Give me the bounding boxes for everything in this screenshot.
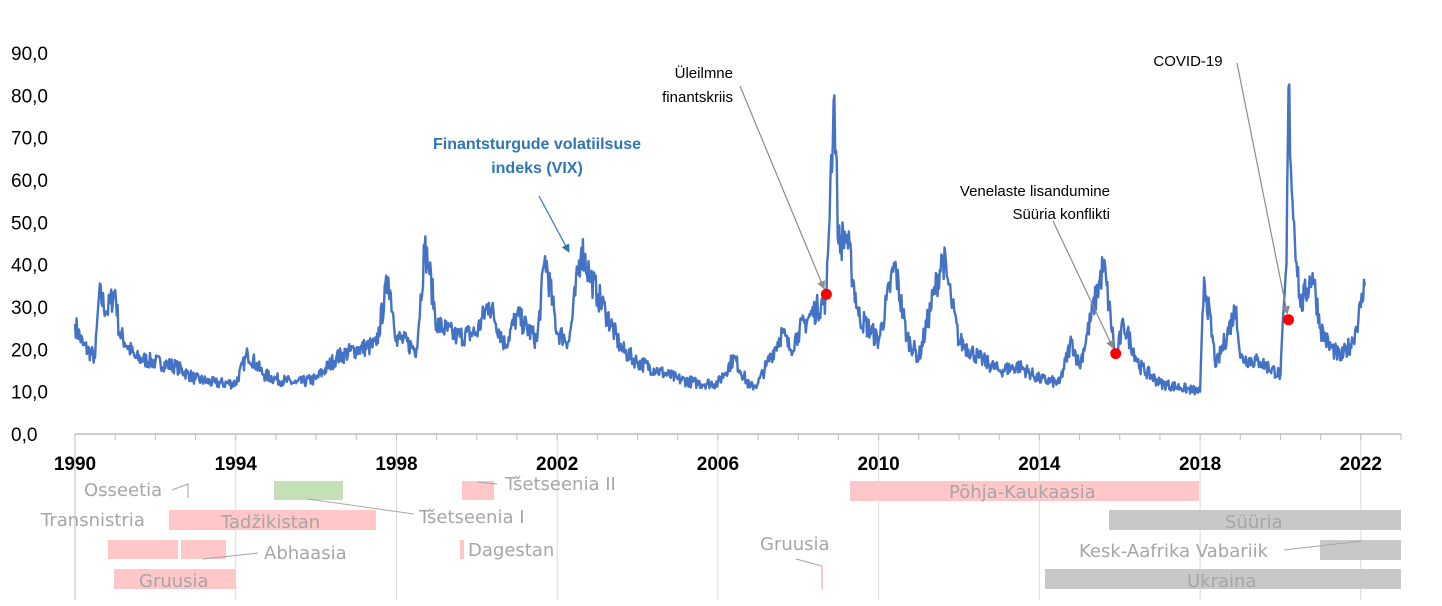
series-line-vix: [73, 83, 1366, 396]
conflict-bar-ukraina: [1045, 569, 1401, 589]
annotation-finantskriis-line-2: finantskriis: [662, 89, 733, 106]
annotation-syyria-line-1: Venelaste lisandumine: [960, 183, 1110, 200]
x-tick-labels: 1990 1994 1998 2002 2006 2010 2014 2018 2022: [54, 454, 1382, 475]
conflict-bars: [108, 481, 1401, 589]
y-tick-label: 40,0: [11, 256, 48, 277]
leader-tshetseenia-i: [307, 498, 415, 515]
conflict-bar-dagestan: [460, 540, 464, 559]
conflict-label-dagestan: Dagestan: [468, 540, 554, 561]
y-tick-label: 20,0: [11, 340, 48, 361]
conflict-bar-pohja-kaukaasia: [850, 481, 1199, 501]
x-tick-label: 2006: [697, 454, 739, 475]
event-markers: [820, 288, 1294, 360]
x-tick-label: 2018: [1179, 454, 1221, 475]
y-tick-label: 80,0: [11, 86, 48, 107]
leader-kesk-aafrika: [1283, 540, 1363, 551]
y-tick-label: 90,0: [11, 44, 48, 65]
conflict-label-ukraina: Ukraina: [1187, 571, 1256, 592]
conflict-leader-lines: [171, 481, 1363, 567]
conflict-bar-abhaasia-b: [181, 540, 226, 559]
conflict-label-kesk-aafrika: Kesk-Aafrika Vabariik: [1079, 541, 1269, 562]
x-tick-label: 2002: [536, 454, 578, 475]
arrow-event: [1052, 220, 1114, 349]
arrow-series-title: [538, 195, 570, 253]
conflict-label-gruusia-1: Gruusia: [139, 571, 209, 592]
conflict-bar-gruusia-1: [114, 569, 236, 589]
conflict-label-abhaasia: Abhaasia: [264, 543, 347, 564]
conflict-label-osseetia: Osseetia: [84, 480, 162, 501]
conflict-bar-syyria: [1109, 510, 1401, 530]
axes: [74, 433, 1402, 600]
series-title-line-2: indeks (VIX): [491, 160, 583, 177]
x-tick-label: 2014: [1018, 454, 1061, 475]
conflict-bar-abhaasia-a: [108, 540, 178, 559]
x-tick-label: 2010: [857, 454, 899, 475]
annotation-covid: COVID-19: [1153, 53, 1222, 70]
conflict-label-transnistria: Transnistria: [40, 510, 145, 531]
annotation-arrows: [538, 62, 1290, 349]
conflict-bar-tadzhikistan: [169, 510, 376, 530]
arrow-event: [739, 85, 826, 290]
y-tick-label: 60,0: [11, 171, 48, 192]
conflict-bar-tshetseenia-ii: [462, 481, 494, 500]
event-marker: [1110, 348, 1122, 360]
event-marker: [820, 288, 832, 300]
leader-abhaasia: [202, 552, 259, 560]
leader-tshetseenia-ii: [477, 481, 498, 485]
x-tick-label: 1998: [375, 454, 417, 475]
y-tick-label: 70,0: [11, 129, 48, 150]
y-tick-label: 30,0: [11, 298, 48, 319]
event-marker: [1282, 314, 1294, 326]
leader-gruusia-2: [795, 558, 823, 567]
annotation-syyria-line-2: Süüria konflikti: [1012, 206, 1110, 223]
conflict-label-gruusia-2: Gruusia: [760, 534, 830, 555]
conflict-label-pohja-kaukaasia: Põhja-Kaukaasia: [949, 482, 1096, 503]
conflict-label-tadzhikistan: Tadžikistan: [220, 512, 320, 533]
y-tick-labels: 0,0 10,0 20,0 30,0 40,0 50,0 60,0 70,0 80,0 90,0: [11, 44, 48, 446]
leader-osseetia: [171, 483, 189, 498]
x-tick-label: 1990: [54, 454, 96, 475]
x-tick-label: 1994: [215, 454, 258, 475]
conflict-label-syyria: Süüria: [1225, 512, 1283, 533]
conflict-bar-gruusia-2: [821, 566, 823, 589]
arrow-event: [1236, 62, 1290, 315]
conflict-bar-kesk-aafrika: [1320, 540, 1401, 560]
annotation-finantskriis-line-1: Üleilmne: [675, 64, 733, 82]
conflict-bar-tshetseenia-i: [274, 481, 343, 500]
y-tick-label: 50,0: [11, 213, 48, 234]
series-title-line-1: Finantsturgude volatiilsuse: [433, 136, 641, 153]
x-tick-label: 2022: [1340, 454, 1382, 475]
conflict-label-tshetseenia-i: Tšetseenia I: [418, 507, 525, 528]
grid-lines: [235, 434, 1362, 600]
conflict-label-tshetseenia-ii: Tšetseenia II: [504, 474, 616, 495]
y-tick-label: 10,0: [11, 383, 48, 404]
y-tick-label: 0,0: [11, 425, 37, 446]
